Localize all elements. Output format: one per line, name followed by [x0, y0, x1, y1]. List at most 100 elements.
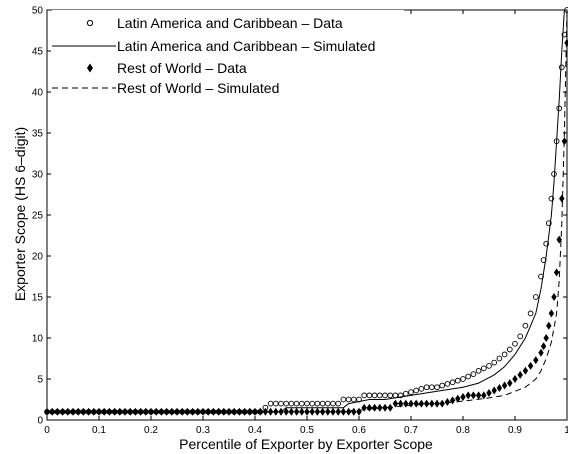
data-point-diamond — [221, 407, 227, 416]
data-point-circle — [382, 392, 388, 399]
data-point-circle — [475, 367, 482, 374]
data-point-circle — [517, 333, 524, 340]
data-point-circle — [402, 390, 409, 397]
data-point-circle — [371, 392, 378, 399]
data-point-circle — [288, 400, 295, 407]
data-point-diamond — [252, 407, 258, 416]
data-point-diamond — [455, 394, 461, 403]
legend-label-lac-data: Latin America and Caribbean – Data — [117, 15, 343, 31]
data-point-diamond — [460, 393, 466, 402]
data-point-diamond — [522, 366, 529, 375]
data-point-diamond — [91, 407, 97, 416]
data-point-diamond — [491, 386, 497, 395]
y-tick-label: 20 — [32, 252, 44, 263]
series-3 — [47, 9, 568, 413]
data-point-diamond — [486, 388, 492, 397]
data-point-circle — [392, 392, 399, 399]
x-tick-label: 0.1 — [92, 425, 106, 436]
data-point-circle — [408, 389, 414, 395]
data-point-diamond — [481, 391, 487, 400]
data-point-diamond — [132, 407, 139, 416]
y-tick-label: 5 — [37, 375, 43, 386]
data-point-circle — [548, 195, 555, 202]
x-tick-label: 0.6 — [352, 425, 366, 436]
data-point-diamond — [423, 399, 430, 408]
data-point-circle — [366, 392, 373, 399]
data-point-diamond — [101, 407, 107, 416]
x-tick-label: 0.2 — [144, 425, 158, 436]
data-point-circle — [387, 392, 394, 399]
x-tick-label: 1 — [564, 425, 568, 436]
x-tick-label: 0.3 — [196, 425, 210, 436]
y-tick-label: 10 — [32, 334, 44, 345]
data-point-circle — [470, 371, 477, 377]
data-point-circle — [460, 376, 466, 382]
data-point-diamond — [356, 407, 362, 416]
data-point-diamond — [403, 399, 409, 408]
data-point-circle — [506, 346, 513, 353]
data-point-diamond — [543, 334, 549, 342]
y-tick-label: 50 — [32, 6, 44, 17]
data-point-circle — [413, 387, 420, 394]
data-point-diamond — [470, 391, 477, 400]
data-point-circle — [423, 384, 430, 391]
y-tick-labels: 0 5 10 15 20 25 30 35 40 45 50 — [32, 6, 44, 427]
data-point-circle — [324, 400, 331, 407]
data-point-circle — [330, 400, 336, 407]
y-tick-label: 40 — [32, 88, 44, 99]
legend-entry-lac-data: Latin America and Caribbean – Data — [86, 15, 343, 31]
data-point-diamond — [546, 321, 552, 330]
data-point-circle — [545, 220, 552, 227]
data-point-diamond — [153, 407, 159, 416]
data-point-diamond — [392, 399, 399, 408]
series-line-3 — [47, 9, 568, 413]
data-point-circle — [522, 322, 529, 329]
data-point-circle — [444, 381, 451, 387]
data-point-diamond — [262, 407, 269, 416]
data-point-circle — [449, 379, 456, 386]
legend-entry-lac-simulated: Latin America and Caribbean – Simulated — [52, 38, 375, 54]
data-point-circle — [298, 400, 305, 407]
data-point-diamond — [382, 403, 388, 412]
data-point-diamond — [548, 309, 555, 318]
x-tick-label: 0.5 — [300, 425, 314, 436]
x-tick-label: 0.4 — [248, 425, 262, 436]
data-point-circle — [428, 384, 435, 391]
data-point-circle — [501, 351, 508, 358]
data-point-diamond — [540, 342, 547, 351]
x-tick-label: 0.7 — [404, 425, 418, 436]
data-point-circle — [309, 400, 316, 407]
data-point-diamond — [351, 407, 357, 416]
data-point-circle — [480, 365, 487, 372]
data-point-diamond — [512, 375, 518, 383]
data-point-circle — [278, 400, 284, 407]
data-point-circle — [304, 400, 310, 407]
legend-entry-row-data: Rest of World – Data — [87, 60, 247, 76]
y-tick-label: 15 — [32, 293, 44, 304]
data-point-circle — [486, 363, 492, 369]
series-line-1 — [47, 9, 567, 413]
data-point-circle — [350, 396, 357, 403]
data-point-diamond — [496, 384, 503, 393]
data-point-circle — [319, 400, 326, 407]
data-point-diamond — [122, 407, 128, 416]
data-point-circle — [465, 373, 472, 380]
data-point-circle — [418, 385, 425, 392]
data-point-circle — [543, 240, 550, 247]
data-point-diamond — [283, 407, 289, 416]
data-point-diamond — [293, 407, 300, 416]
data-point-diamond — [340, 407, 347, 416]
data-point-diamond — [273, 407, 279, 416]
y-axis-title: Exporter Scope (HS 6–digit) — [12, 127, 28, 301]
data-point-diamond — [559, 194, 565, 203]
data-point-diamond — [449, 396, 456, 405]
series-layer — [44, 7, 568, 416]
x-tick-labels: 0 0.1 0.2 0.3 0.4 0.5 0.6 0.7 0.8 0.9 1 — [44, 425, 568, 436]
y-tick-label: 30 — [32, 170, 44, 181]
data-point-diamond — [231, 407, 237, 416]
x-tick-label: 0 — [44, 425, 50, 436]
legend-label-lac-simulated: Latin America and Caribbean – Simulated — [117, 38, 375, 54]
data-point-circle — [283, 400, 290, 407]
legend: Latin America and Caribbean – Data Latin… — [52, 10, 404, 100]
